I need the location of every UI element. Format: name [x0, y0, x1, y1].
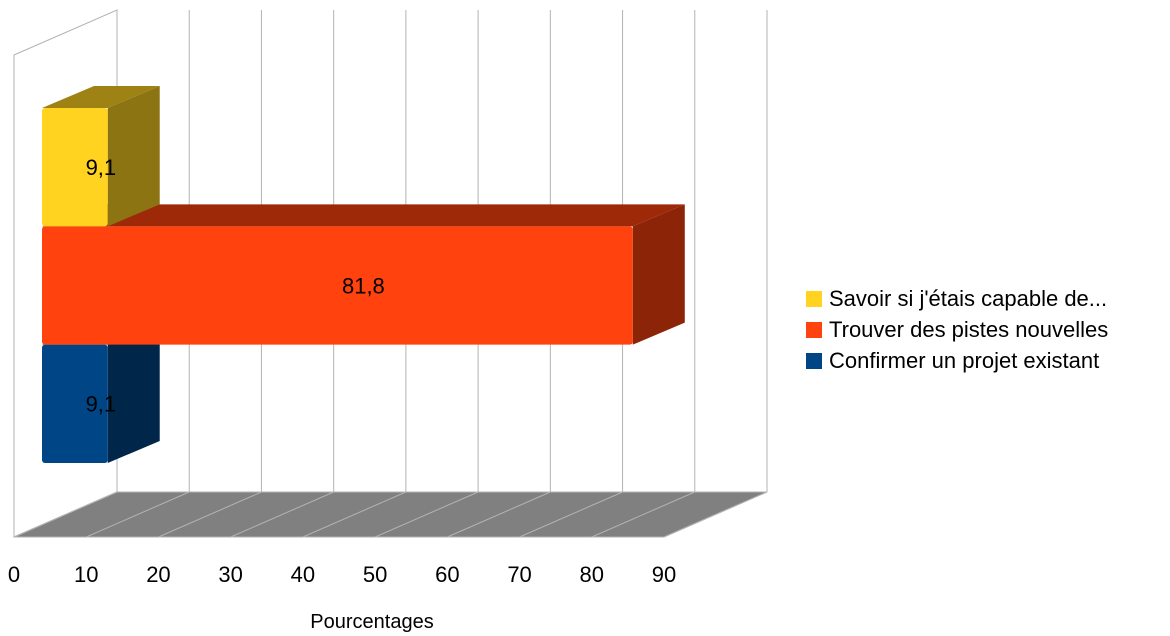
legend-item: Confirmer un projet existant — [806, 348, 1099, 373]
x-tick-label: 80 — [580, 562, 604, 587]
floor-gridline — [374, 491, 479, 538]
bar-front-face — [42, 108, 108, 227]
legend-swatch — [806, 353, 822, 369]
x-tick-label: 40 — [291, 562, 315, 587]
legend-label: Confirmer un projet existant — [829, 348, 1099, 373]
x-tick-label: 60 — [435, 562, 459, 587]
legend-label: Trouver des pistes nouvelles — [829, 317, 1108, 342]
bar-side-face — [632, 204, 685, 345]
x-tick-label: 50 — [363, 562, 387, 587]
legend-swatch — [806, 322, 822, 338]
floor-gridline — [230, 491, 334, 538]
bar-value-label: 9,1 — [86, 155, 117, 180]
x-tick-label: 30 — [218, 562, 242, 587]
x-tick-label: 70 — [507, 562, 531, 587]
x-tick-label: 20 — [146, 562, 170, 587]
x-tick-label: 10 — [74, 562, 98, 587]
floor-gridline — [158, 491, 262, 538]
legend: Savoir si j'étais capable de... Trouver d… — [806, 286, 1108, 373]
floor-gridline — [13, 491, 118, 538]
bar-3: 9,1 — [42, 86, 160, 227]
legend-label: Savoir si j'étais capable de... — [829, 286, 1107, 311]
legend-item: Savoir si j'étais capable de... — [806, 286, 1107, 311]
legend-swatch — [806, 291, 822, 307]
bar-side-face — [107, 86, 160, 227]
floor-gridline — [591, 491, 695, 538]
chart-bars: 9,1 81,8 9,1 — [42, 86, 685, 463]
bar-value-label: 81,8 — [342, 273, 385, 298]
x-tick-label: 0 — [8, 562, 20, 587]
bar-side-face — [107, 322, 160, 463]
floor-gridline — [663, 491, 768, 538]
floor-gridline — [447, 491, 551, 538]
bar-2: 81,8 — [42, 204, 685, 345]
legend-item: Trouver des pistes nouvelles — [806, 317, 1108, 342]
floor-gridline — [302, 491, 407, 538]
bar-top-face — [42, 86, 160, 108]
floor-gridline — [519, 491, 623, 538]
x-axis-label: Pourcentages — [310, 611, 433, 633]
x-axis-ticks: 0 10 20 30 40 50 60 70 80 90 — [8, 562, 676, 587]
bar-front-face — [42, 344, 108, 463]
floor-gridline — [86, 491, 190, 538]
bar-front-face — [42, 226, 633, 345]
x-tick-label: 90 — [652, 562, 676, 587]
bar-top-face — [42, 204, 685, 227]
bar-value-label: 9,1 — [86, 392, 117, 417]
